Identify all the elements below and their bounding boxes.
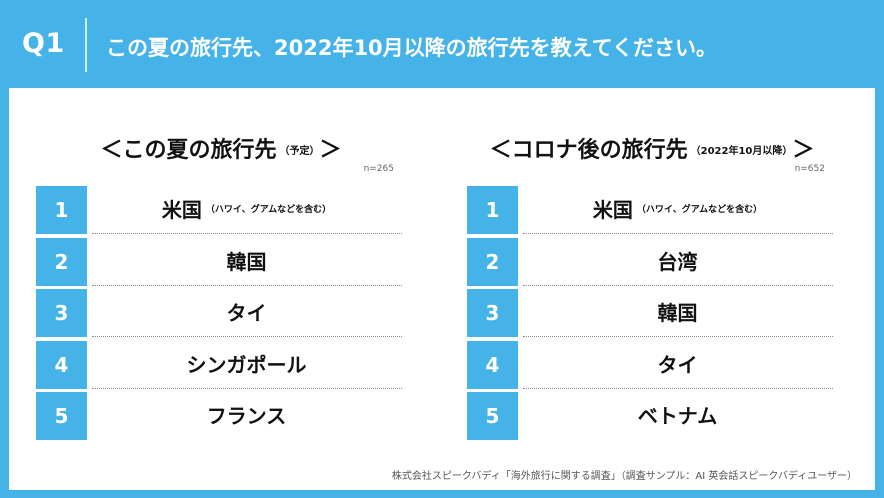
ranking-row: 2 台湾 — [467, 238, 837, 286]
destination-name: フランス — [87, 392, 406, 436]
rank-number: 3 — [36, 289, 87, 337]
column-title: ＜コロナ後の旅行先 （2022年10月以降）＞ — [467, 132, 837, 164]
rank-number: 4 — [467, 341, 518, 389]
destination-label: シンガポール — [186, 352, 307, 377]
destination-name: タイ — [87, 289, 406, 333]
destination-name: 韓国 — [518, 289, 837, 333]
source-citation: 株式会社スピークバディ「海外旅行に関する調査」（調査サンプル：AI 英会話スピー… — [391, 471, 857, 482]
ranking-row: 3 韓国 — [467, 289, 837, 337]
sample-size: n=652 — [794, 164, 825, 174]
question-text: この夏の旅行先、2022年10月以降の旅行先を教えてください。 — [106, 36, 717, 60]
destination-label: 韓国 — [226, 249, 267, 274]
destination-name: シンガポール — [87, 341, 406, 385]
column-title-note: （予定） — [279, 146, 320, 157]
dotted-divider — [523, 233, 833, 234]
rank-number: 5 — [467, 392, 518, 440]
header-divider — [85, 18, 87, 72]
ranking-row: 1 米国 （ハワイ、グアムなどを含む） — [467, 186, 837, 234]
destination-note: （ハワイ、グアムなどを含む） — [205, 204, 332, 215]
content-panel: ＜この夏の旅行先 （予定）＞ n=265 1 米国 （ハワイ、グアムなどを含む） 2… — [9, 88, 875, 490]
ranking-row: 2 韓国 — [36, 238, 406, 286]
destination-name: タイ — [518, 341, 837, 385]
destination-label: フランス — [206, 403, 287, 428]
rank-number: 3 — [467, 289, 518, 337]
rank-number: 4 — [36, 341, 87, 389]
dotted-divider — [523, 388, 833, 389]
summer-destinations-column: ＜この夏の旅行先 （予定）＞ n=265 1 米国 （ハワイ、グアムなどを含む） 2… — [36, 88, 406, 448]
destination-label: タイ — [657, 352, 698, 377]
dotted-divider — [92, 336, 402, 337]
rank-number: 1 — [467, 186, 518, 234]
ranking-row: 4 タイ — [467, 341, 837, 389]
dotted-divider — [523, 336, 833, 337]
destination-label: ベトナム — [637, 403, 718, 428]
rank-number: 5 — [36, 392, 87, 440]
column-title-text: ＜この夏の旅行先 — [100, 138, 277, 163]
dotted-divider — [523, 285, 833, 286]
ranking-row: 5 フランス — [36, 392, 406, 440]
column-title-text: ＜コロナ後の旅行先 — [489, 138, 688, 163]
question-number: Q1 — [22, 28, 65, 59]
header-bar: Q1 この夏の旅行先、2022年10月以降の旅行先を教えてください。 — [0, 0, 884, 88]
post-covid-destinations-column: ＜コロナ後の旅行先 （2022年10月以降）＞ n=652 1 米国 （ハワイ、グア… — [467, 88, 837, 448]
destination-name: 台湾 — [518, 238, 837, 282]
ranking-row: 1 米国 （ハワイ、グアムなどを含む） — [36, 186, 406, 234]
column-title: ＜この夏の旅行先 （予定）＞ — [36, 132, 406, 164]
destination-name: 米国 （ハワイ、グアムなどを含む） — [87, 186, 406, 230]
destination-name: ベトナム — [518, 392, 837, 436]
dotted-divider — [92, 388, 402, 389]
column-title-note: （2022年10月以降） — [690, 146, 793, 157]
column-title-close: ＞ — [319, 138, 342, 163]
dotted-divider — [92, 233, 402, 234]
rank-number: 2 — [467, 238, 518, 286]
destination-name: 韓国 — [87, 238, 406, 282]
destination-label: 韓国 — [657, 300, 698, 325]
sample-size: n=265 — [363, 164, 394, 174]
rank-number: 1 — [36, 186, 87, 234]
destination-label: 台湾 — [657, 249, 698, 274]
rank-number: 2 — [36, 238, 87, 286]
ranking-row: 3 タイ — [36, 289, 406, 337]
destination-note: （ハワイ、グアムなどを含む） — [636, 204, 763, 215]
ranking-row: 5 ベトナム — [467, 392, 837, 440]
destination-label: 米国 — [592, 197, 633, 222]
dotted-divider — [92, 285, 402, 286]
column-title-close: ＞ — [792, 138, 815, 163]
destination-label: 米国 — [161, 197, 202, 222]
destination-name: 米国 （ハワイ、グアムなどを含む） — [518, 186, 837, 230]
destination-label: タイ — [226, 300, 267, 325]
ranking-row: 4 シンガポール — [36, 341, 406, 389]
